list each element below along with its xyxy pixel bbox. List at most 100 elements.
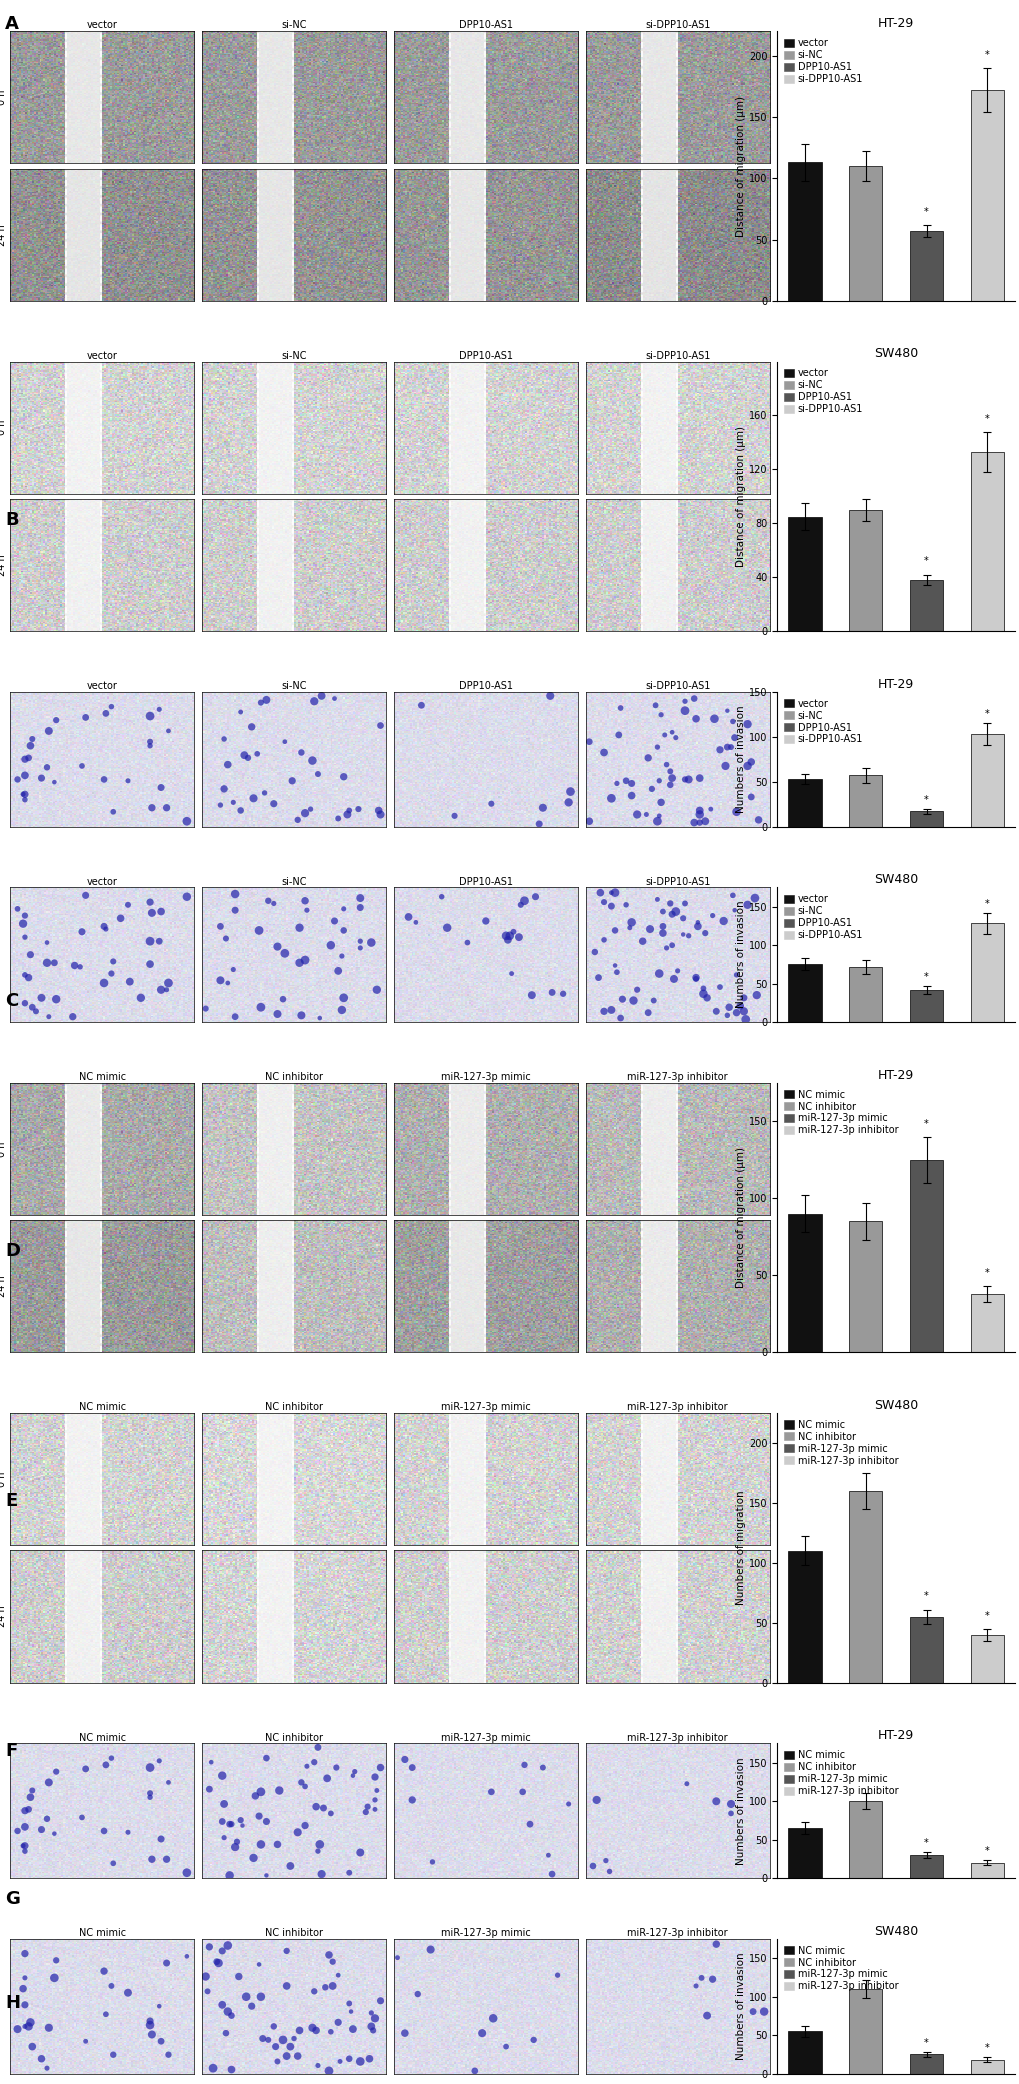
Point — [178, 1940, 195, 1974]
Point — [367, 2001, 383, 2034]
Point — [278, 1934, 294, 1967]
Point — [205, 2051, 221, 2084]
Point — [499, 923, 516, 957]
Legend: vector, si-NC, DPP10-AS1, si-DPP10-AS1: vector, si-NC, DPP10-AS1, si-DPP10-AS1 — [782, 367, 864, 417]
Legend: vector, si-NC, DPP10-AS1, si-DPP10-AS1: vector, si-NC, DPP10-AS1, si-DPP10-AS1 — [782, 696, 864, 746]
Point — [105, 1846, 121, 1880]
Bar — [848, 1221, 881, 1353]
Point — [158, 973, 174, 1007]
Point — [645, 984, 661, 1017]
Point — [750, 802, 766, 836]
Point — [221, 1807, 237, 1840]
Point — [22, 729, 39, 763]
Title: vector: vector — [87, 877, 117, 886]
Title: miR-127-3p mimic: miR-127-3p mimic — [440, 1732, 530, 1742]
Point — [735, 994, 751, 1027]
Point — [523, 979, 539, 1013]
Point — [151, 925, 167, 959]
Point — [680, 919, 696, 952]
Point — [686, 681, 702, 715]
Point — [227, 877, 244, 911]
Point — [20, 961, 37, 994]
Point — [726, 894, 742, 927]
Point — [321, 2055, 337, 2084]
Point — [119, 765, 136, 798]
Point — [677, 694, 693, 727]
Point — [212, 911, 228, 944]
Point — [322, 2015, 338, 2049]
Point — [24, 723, 41, 756]
Point — [9, 2013, 25, 2046]
Point — [230, 1959, 247, 1992]
Point — [333, 940, 350, 973]
Point — [601, 1855, 618, 1888]
Bar — [788, 965, 821, 1021]
Point — [312, 1002, 328, 1036]
Point — [656, 719, 673, 752]
Point — [728, 996, 744, 1029]
Point — [251, 1949, 267, 1982]
Point — [522, 1807, 538, 1840]
Point — [302, 792, 318, 825]
Point — [689, 907, 705, 940]
Point — [223, 1807, 239, 1840]
Point — [404, 1751, 420, 1784]
Point — [667, 721, 684, 754]
Point — [282, 2030, 299, 2063]
Point — [728, 796, 744, 829]
Point — [665, 963, 682, 996]
Point — [219, 1994, 235, 2028]
Point — [313, 679, 329, 713]
Point — [702, 792, 718, 825]
Point — [64, 1000, 81, 1034]
Point — [214, 1805, 230, 1838]
Title: SW480: SW480 — [873, 1926, 917, 1938]
Point — [306, 1746, 322, 1780]
Point — [650, 765, 666, 798]
Point — [687, 1969, 703, 2003]
Point — [77, 700, 94, 734]
Point — [324, 1969, 340, 2003]
Point — [516, 1748, 532, 1782]
Point — [746, 882, 762, 915]
Point — [602, 994, 619, 1027]
Point — [663, 898, 680, 932]
Point — [396, 2017, 413, 2051]
Title: HT-29: HT-29 — [877, 677, 913, 690]
Point — [726, 721, 742, 754]
Point — [297, 796, 313, 829]
Y-axis label: Numbers of invasion: Numbers of invasion — [736, 900, 746, 1009]
Point — [16, 959, 33, 992]
Point — [283, 765, 300, 798]
Point — [212, 963, 228, 996]
Point — [219, 967, 235, 1000]
Point — [24, 1773, 41, 1807]
Point — [691, 807, 707, 840]
Point — [549, 1959, 566, 1992]
Point — [9, 763, 25, 796]
Point — [696, 804, 712, 838]
Point — [260, 884, 276, 917]
Point — [711, 734, 728, 767]
Point — [16, 1961, 33, 1994]
Point — [308, 1790, 324, 1824]
Point — [216, 1788, 232, 1821]
Point — [16, 2009, 33, 2042]
Point — [723, 704, 740, 738]
Text: G: G — [5, 1890, 20, 1909]
Y-axis label: Numbers of invasion: Numbers of invasion — [736, 1953, 746, 2059]
Point — [649, 729, 665, 763]
Point — [586, 936, 602, 969]
Legend: vector, si-NC, DPP10-AS1, si-DPP10-AS1: vector, si-NC, DPP10-AS1, si-DPP10-AS1 — [782, 892, 864, 942]
Text: *: * — [923, 1838, 928, 1849]
Point — [621, 911, 637, 944]
Point — [595, 736, 611, 769]
Point — [310, 2049, 326, 2082]
Point — [144, 2017, 160, 2051]
Point — [691, 761, 707, 794]
Text: *: * — [984, 898, 988, 909]
Title: miR-127-3p mimic: miR-127-3p mimic — [440, 1071, 530, 1082]
Point — [39, 946, 55, 979]
Title: vector: vector — [87, 681, 117, 692]
Text: *: * — [923, 971, 928, 982]
